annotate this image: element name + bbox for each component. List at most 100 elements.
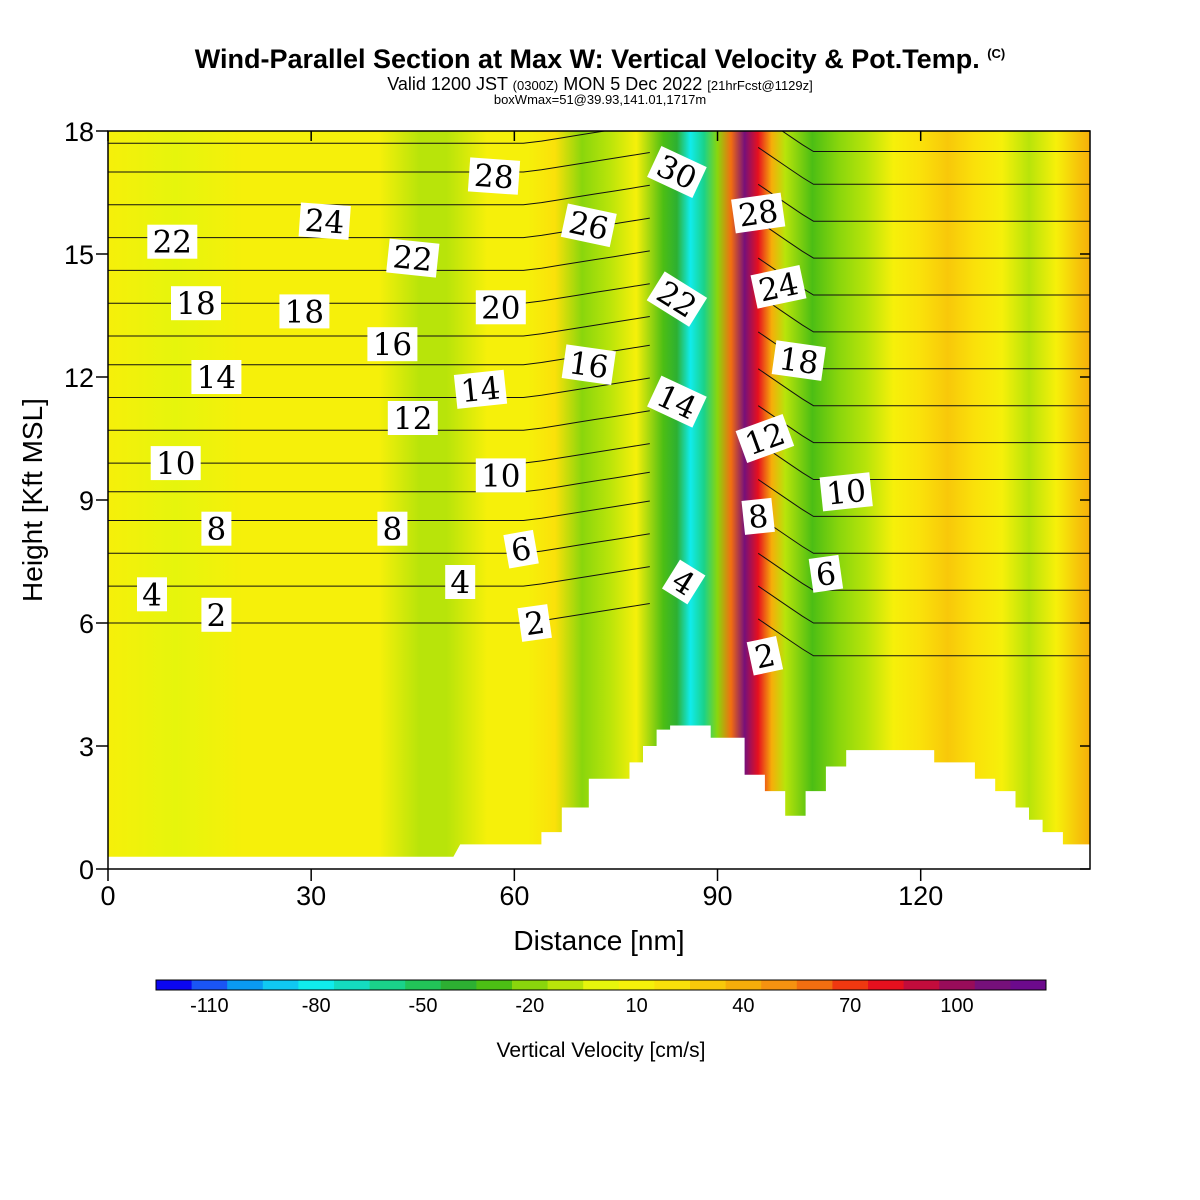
- colorbar-swatch-14: [654, 980, 691, 990]
- contour-label-box: [387, 401, 438, 435]
- colorbar-swatch-21: [903, 980, 940, 990]
- contour-label-text: 26: [566, 205, 612, 248]
- contour-label-11: 24: [750, 264, 807, 309]
- colorbar-swatch-17: [761, 980, 798, 990]
- contour-label-20: 10: [150, 446, 201, 482]
- x-tick-label-4: 120: [898, 881, 943, 911]
- colorbar-swatch-19: [832, 980, 869, 990]
- copyright-mark: (C): [987, 46, 1006, 61]
- contour-label-16: 14: [453, 369, 508, 410]
- contour-label-box: [201, 511, 232, 546]
- contour-label-box: [646, 271, 708, 327]
- contour-label-text: 18: [777, 341, 821, 382]
- contour-label-23: 8: [201, 511, 232, 548]
- y-tick-label-6: 18: [64, 117, 94, 147]
- chart-subtitle: Valid 1200 JST (0300Z) MON 5 Dec 2022 [2…: [0, 74, 1200, 95]
- colorbar-swatch-7: [405, 980, 442, 990]
- theta-contour-0-11: [108, 250, 650, 271]
- title-main: Wind-Parallel Section at Max W: Vertical…: [194, 44, 980, 74]
- box-info: boxWmax=51@39.93,141.01,1717m: [493, 92, 707, 107]
- theta-contour-1-13: [757, 146, 1090, 185]
- contour-label-text: 10: [825, 473, 868, 513]
- x-tick-label-1: 30: [296, 881, 326, 911]
- colorbar-swatch-5: [334, 980, 371, 990]
- colorbar-tick-label-2: -50: [409, 995, 438, 1017]
- contour-label-1: 24: [298, 202, 351, 242]
- vertical-velocity-field: [108, 131, 1090, 869]
- forecast-info: [21hrFcst@1129z]: [707, 78, 813, 93]
- colorbar-swatch-15: [690, 980, 727, 990]
- colorbar-tick-label-6: 70: [839, 995, 861, 1017]
- contour-label-text: 24: [304, 203, 346, 242]
- colorbar-swatch-10: [512, 980, 549, 990]
- theta-contour-0-7: [108, 377, 650, 398]
- contour-label-19: 12: [735, 413, 795, 463]
- theta-contour-0-4: [108, 471, 650, 493]
- contour-label-text: 8: [383, 512, 403, 548]
- y-tick-label-3: 9: [79, 486, 94, 516]
- contour-label-box: [298, 202, 351, 240]
- contour-label-box: [279, 294, 330, 329]
- terrain: [108, 725, 1090, 869]
- contour-label-5: 28: [731, 192, 786, 235]
- contour-label-box: [191, 360, 242, 394]
- contour-label-box: [647, 146, 707, 198]
- contour-label-box: [517, 604, 552, 642]
- contour-label-box: [647, 375, 707, 428]
- contour-label-box: [467, 157, 521, 195]
- contour-label-text: 4: [142, 577, 162, 613]
- contour-label-box: [475, 290, 526, 325]
- contour-label-box: [771, 340, 826, 381]
- x-tick-label-2: 60: [499, 881, 529, 911]
- theta-contour-1-3: [757, 515, 1090, 554]
- contour-label-text: 18: [176, 286, 215, 322]
- colorbar-swatch-6: [369, 980, 406, 990]
- colorbar-swatch-8: [440, 980, 477, 990]
- contour-label-text: 4: [450, 565, 470, 601]
- contour-label-box: [808, 554, 844, 593]
- theta-contour-0-0: [108, 603, 650, 624]
- y-tick-label-0: 0: [79, 855, 94, 885]
- contour-label-26: 6: [503, 529, 539, 570]
- contour-label-12: 16: [367, 327, 418, 363]
- chart-title: Wind-Parallel Section at Max W: Vertical…: [0, 44, 1200, 75]
- theta-contour-1-10: [757, 257, 1090, 296]
- colorbar-frame: [155, 979, 1047, 991]
- theta-contour-0-6: [108, 410, 650, 431]
- colorbar-swatch-24: [1010, 980, 1047, 990]
- contour-label-25: 8: [741, 497, 775, 536]
- contour-label-0: 22: [147, 224, 198, 261]
- contour-label-9: 20: [475, 290, 526, 326]
- contour-label-27: 6: [808, 554, 844, 594]
- colorbar-swatch-9: [476, 980, 513, 990]
- contour-label-14: 16: [561, 344, 616, 386]
- contour-label-box: [731, 192, 786, 234]
- contour-label-box: [819, 472, 873, 512]
- theta-contour-0-13: [108, 184, 650, 206]
- theta-contour-1-12: [757, 183, 1090, 222]
- y-tick-label-2: 6: [79, 609, 94, 639]
- valid-utc: (0300Z): [512, 78, 559, 93]
- contour-label-box: [741, 497, 775, 535]
- contour-label-text: 22: [153, 225, 192, 261]
- theta-contour-1-7: [757, 368, 1090, 407]
- colorbar-swatch-1: [191, 980, 228, 990]
- y-axis-label: Height [Kft MSL]: [17, 398, 48, 602]
- y-tick-label-5: 15: [64, 240, 94, 270]
- contour-label-box: [503, 529, 539, 569]
- contour-label-text: 10: [156, 446, 195, 482]
- colorbar-swatch-2: [227, 980, 264, 990]
- theta-contour-1-0: [757, 618, 1090, 657]
- colorbar-swatch-3: [262, 980, 299, 990]
- contour-label-2: 28: [467, 157, 521, 196]
- contour-label-box: [475, 458, 526, 493]
- contour-label-box: [171, 286, 221, 321]
- contour-label-text: 18: [285, 294, 324, 330]
- contour-label-text: 12: [393, 401, 432, 437]
- theta-contours: [108, 131, 1090, 657]
- contour-label-31: 2: [201, 597, 232, 634]
- contour-label-22: 10: [819, 472, 873, 513]
- colorbar-tick-label-5: 40: [732, 995, 754, 1017]
- valid-prefix: Valid 1200 JST: [387, 74, 508, 94]
